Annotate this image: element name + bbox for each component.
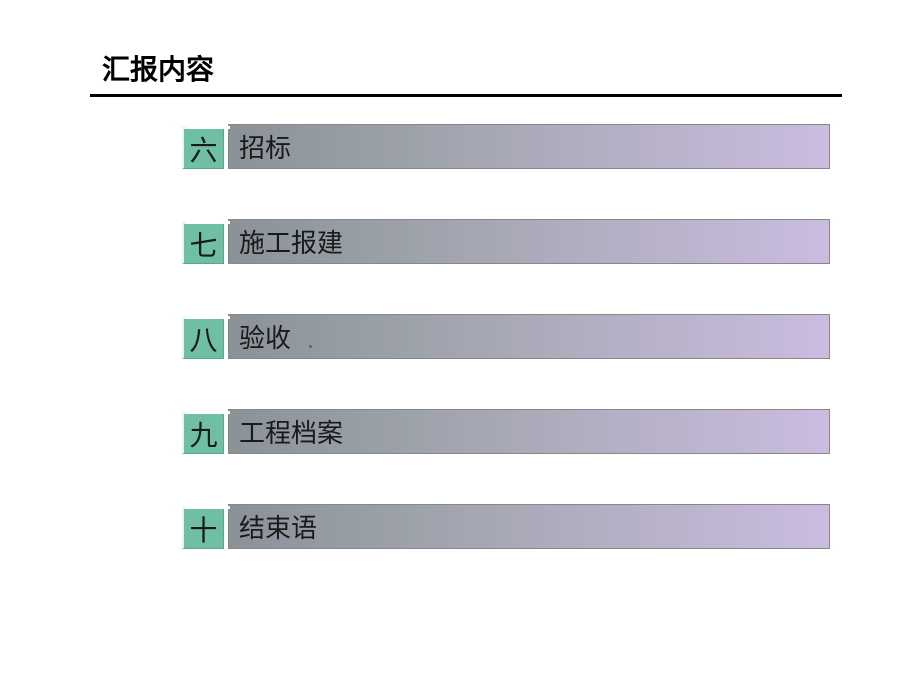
number-highlight (186, 506, 230, 509)
list-item: 工程档案 九 (182, 409, 830, 454)
number-highlight (186, 316, 230, 319)
center-marker (309, 345, 312, 348)
number-highlight (186, 221, 230, 224)
item-label: 施工报建 (239, 223, 343, 260)
item-label: 招标 (239, 128, 291, 165)
item-bar: 施工报建 (228, 219, 830, 264)
title-underline (90, 94, 842, 97)
item-label: 工程档案 (239, 413, 343, 450)
item-number: 六 (189, 129, 217, 169)
item-number-box: 十 (182, 507, 224, 549)
page-title: 汇报内容 (102, 48, 214, 88)
item-bar: 工程档案 (228, 409, 830, 454)
item-number-box: 六 (182, 127, 224, 169)
item-number-box: 七 (182, 222, 224, 264)
list-item: 验收 八 (182, 314, 830, 359)
items-container: 招标 六 施工报建 七 验收 八 工程档案 九 (182, 124, 830, 599)
item-number-box: 八 (182, 317, 224, 359)
item-bar: 结束语 (228, 504, 830, 549)
list-item: 施工报建 七 (182, 219, 830, 264)
item-label: 结束语 (239, 508, 317, 545)
number-highlight (186, 126, 230, 129)
number-highlight (186, 411, 230, 414)
item-number: 八 (189, 319, 217, 359)
item-number: 九 (189, 414, 217, 454)
item-number: 七 (189, 224, 217, 264)
item-number: 十 (189, 509, 217, 549)
item-label: 验收 (239, 318, 291, 355)
list-item: 结束语 十 (182, 504, 830, 549)
list-item: 招标 六 (182, 124, 830, 169)
item-bar: 验收 (228, 314, 830, 359)
item-bar: 招标 (228, 124, 830, 169)
item-number-box: 九 (182, 412, 224, 454)
